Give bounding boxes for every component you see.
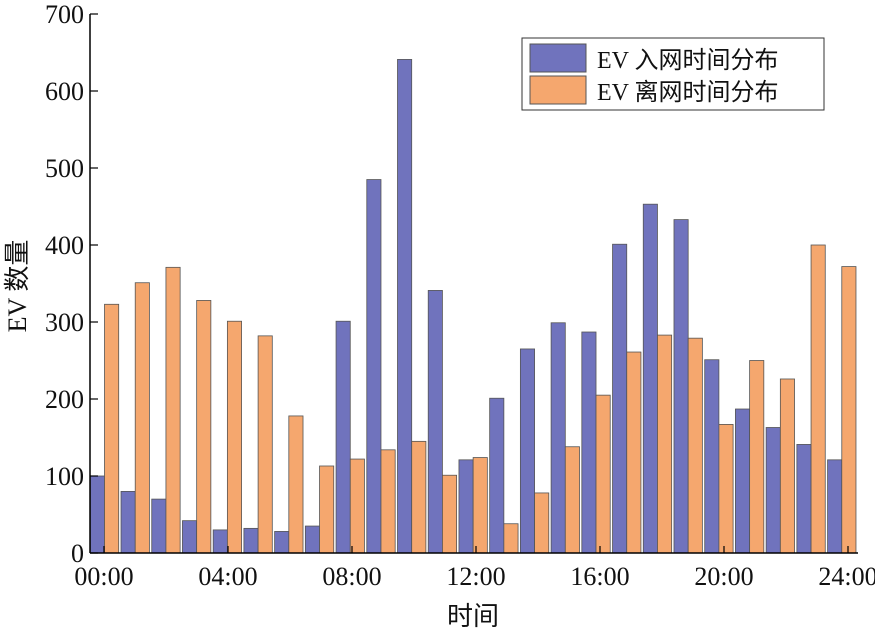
y-ticks: 0 100 200 300 400 500 600 700 xyxy=(45,0,98,568)
bar-ev-departure-9 xyxy=(380,449,396,554)
bar-ev-arrival-12 xyxy=(458,459,474,554)
x-tick-label-3: 12:00 xyxy=(446,562,505,591)
x-axis-title: 时间 xyxy=(447,602,499,631)
x-tick-label-5: 20:00 xyxy=(694,562,753,591)
bar-ev-arrival-17 xyxy=(612,243,628,554)
bar-ev-departure-7 xyxy=(319,465,335,554)
bar-ev-arrival-8 xyxy=(335,320,351,554)
y-tick-label-3: 300 xyxy=(45,308,84,337)
bar-ev-departure-2 xyxy=(165,266,181,554)
y-tick-label-4: 400 xyxy=(45,231,84,260)
bar-ev-arrival-22 xyxy=(765,427,781,554)
bar-ev-arrival-23 xyxy=(796,444,812,554)
bar-ev-departure-10 xyxy=(411,440,427,554)
bar-ev-departure-1 xyxy=(134,282,150,554)
bar-ev-arrival-16 xyxy=(581,331,597,554)
x-tick-label-1: 04:00 xyxy=(198,562,257,591)
bar-ev-arrival-6 xyxy=(274,531,290,554)
bar-ev-arrival-7 xyxy=(304,525,320,554)
bar-ev-departure-5 xyxy=(257,335,273,554)
bar-ev-arrival-11 xyxy=(427,290,443,554)
bar-ev-departure-18 xyxy=(657,334,673,554)
bar-ev-arrival-20 xyxy=(704,359,720,554)
bar-ev-departure-0 xyxy=(104,303,120,554)
bar-ev-departure-22 xyxy=(779,378,795,554)
bar-ev-arrival-19 xyxy=(673,219,689,554)
bar-ev-departure-20 xyxy=(718,424,734,554)
bar-ev-arrival-10 xyxy=(397,59,413,554)
legend-swatch-ev-departure xyxy=(529,75,587,105)
x-tick-label-2: 08:00 xyxy=(322,562,381,591)
legend: EV 入网时间分布 EV 离网时间分布 xyxy=(521,37,825,111)
bar-ev-departure-24 xyxy=(841,266,857,554)
bar-ev-arrival-13 xyxy=(489,397,505,554)
bar-ev-departure-12 xyxy=(472,457,488,554)
bar-ev-arrival-21 xyxy=(735,408,751,554)
y-tick-label-2: 200 xyxy=(45,385,84,414)
bar-ev-arrival-2 xyxy=(151,498,167,554)
bar-ev-arrival-0 xyxy=(89,475,105,554)
bar-ev-departure-15 xyxy=(564,446,580,554)
bar-ev-arrival-14 xyxy=(519,348,535,554)
bar-ev-arrival-1 xyxy=(120,490,136,554)
legend-swatch-ev-arrival xyxy=(529,43,587,73)
y-tick-label-6: 600 xyxy=(45,77,84,106)
bar-ev-departure-19 xyxy=(687,337,703,554)
bar-ev-arrival-24 xyxy=(827,459,843,554)
bar-ev-departure-8 xyxy=(349,458,365,554)
legend-label-ev-arrival: EV 入网时间分布 xyxy=(597,47,779,74)
y-tick-label-7: 700 xyxy=(45,0,84,29)
x-tick-label-4: 16:00 xyxy=(570,562,629,591)
bar-ev-departure-13 xyxy=(503,523,519,554)
x-ticks: 00:00 04:00 08:00 12:00 16:00 20:00 24:00 xyxy=(74,546,875,591)
bar-ev-departure-6 xyxy=(288,415,304,554)
bar-ev-arrival-3 xyxy=(182,520,198,554)
x-tick-label-0: 00:00 xyxy=(74,562,133,591)
y-tick-label-1: 100 xyxy=(45,462,84,491)
bar-ev-arrival-5 xyxy=(243,527,259,554)
y-tick-label-0: 0 xyxy=(71,539,84,568)
bar-ev-arrival-15 xyxy=(550,322,566,554)
y-tick-label-5: 500 xyxy=(45,154,84,183)
bar-ev-departure-23 xyxy=(810,244,826,554)
bar-ev-departure-11 xyxy=(442,474,458,554)
axes-layer xyxy=(89,14,858,554)
bar-ev-departure-4 xyxy=(226,320,242,554)
bar-ev-arrival-4 xyxy=(212,529,228,554)
bar-ev-departure-14 xyxy=(534,492,550,554)
x-tick-label-6: 24:00 xyxy=(818,562,875,591)
y-axis-title: EV 数量 xyxy=(3,240,32,333)
bar-ev-departure-17 xyxy=(626,351,642,554)
legend-label-ev-departure: EV 离网时间分布 xyxy=(597,79,779,106)
bar-ev-departure-16 xyxy=(595,394,611,554)
bar-ev-arrival-18 xyxy=(642,203,658,554)
bar-ev-departure-21 xyxy=(749,360,765,554)
bar-ev-arrival-9 xyxy=(366,179,382,554)
bars-layer xyxy=(89,59,857,554)
bar-ev-departure-3 xyxy=(196,300,212,554)
